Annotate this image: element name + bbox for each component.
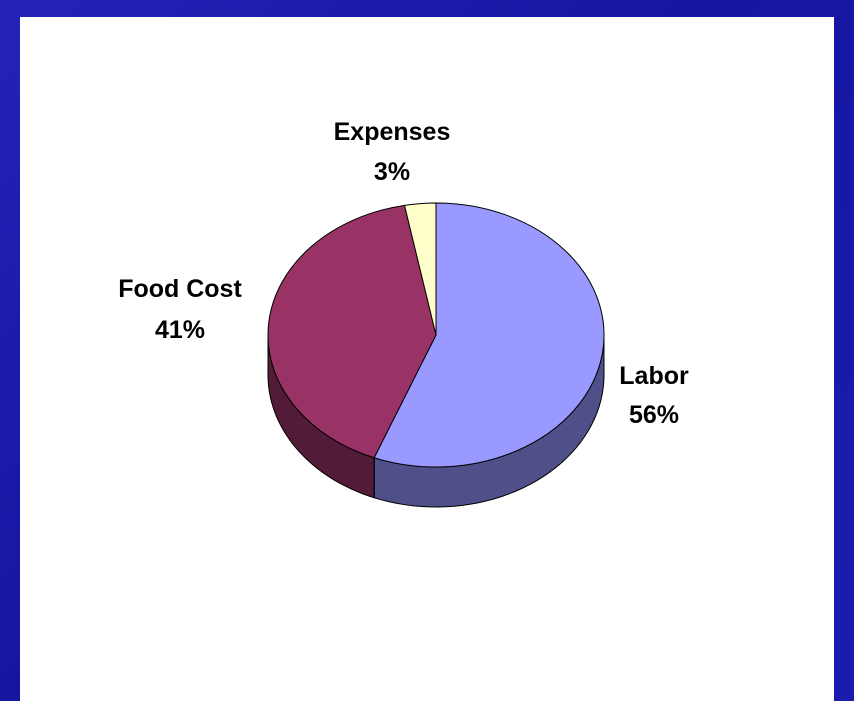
label-labor-name: Labor — [619, 362, 689, 390]
pie-slice-expenses — [403, 202, 437, 336]
label-expenses-percent: 3% — [374, 158, 410, 186]
pie-slice-labor — [373, 202, 605, 468]
pie-chart: Labor 56% Food Cost 41% Expenses 3% — [118, 118, 689, 508]
chart-panel: Labor 56% Food Cost 41% Expenses 3% — [20, 17, 834, 701]
pie-slice-food-cost — [267, 204, 437, 459]
label-food-cost-percent: 41% — [155, 316, 205, 344]
label-labor-percent: 56% — [629, 401, 679, 429]
pie-slices-group — [267, 202, 605, 468]
label-expenses-name: Expenses — [334, 118, 451, 146]
label-food-cost-name: Food Cost — [118, 275, 242, 303]
